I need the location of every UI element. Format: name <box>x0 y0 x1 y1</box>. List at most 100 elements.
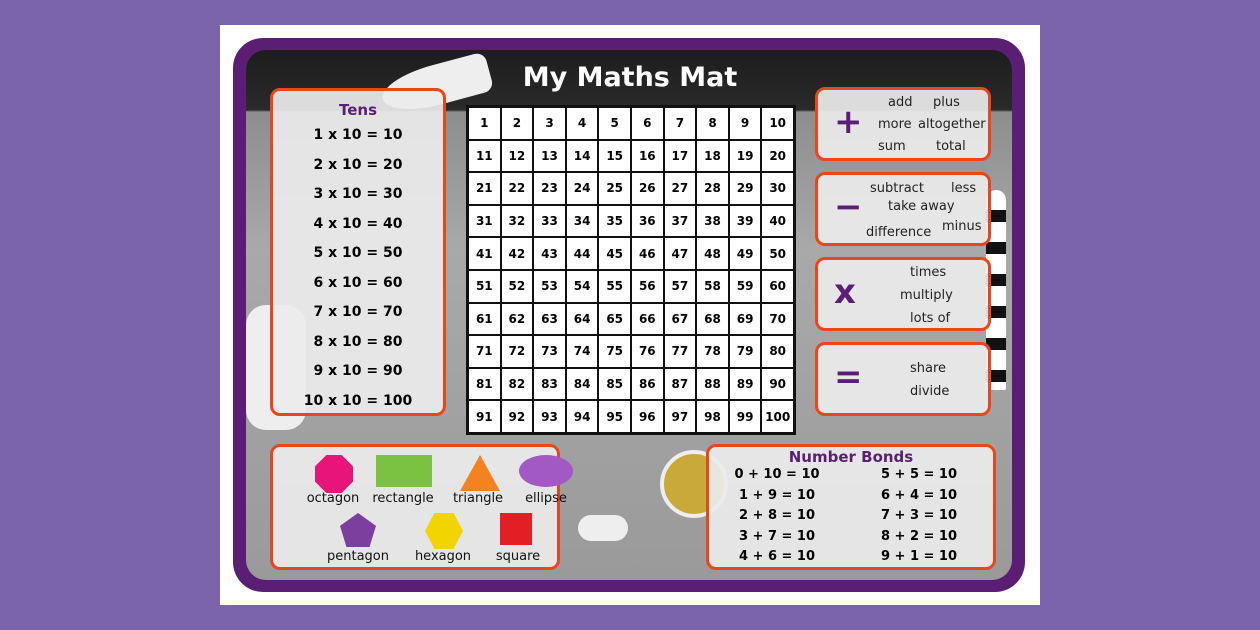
octagon-label: octagon <box>306 491 360 506</box>
grid-cell: 93 <box>533 400 566 433</box>
grid-cell: 35 <box>598 204 631 238</box>
grid-cell: 98 <box>696 400 729 433</box>
number-bond: 2 + 8 = 10 <box>738 508 816 523</box>
grid-cell: 68 <box>696 302 729 336</box>
tens-row: 9 x 10 = 90 <box>313 363 403 379</box>
grid-cell: 22 <box>500 172 534 205</box>
number-bond: 4 + 6 = 10 <box>738 549 816 564</box>
grid-cell: 52 <box>500 269 534 303</box>
grid-cell: 86 <box>630 367 664 401</box>
pentagon-shape <box>340 513 376 547</box>
grid-cell: 75 <box>598 335 631 368</box>
grid-cell: 21 <box>468 172 501 205</box>
rectangle-label: rectangle <box>372 491 434 506</box>
grid-cell: 23 <box>533 172 566 205</box>
grid-cell: 33 <box>533 204 566 238</box>
tens-row: 7 x 10 = 70 <box>313 304 403 320</box>
grid-cell: 85 <box>598 367 631 401</box>
grid-cell: 18 <box>696 139 729 173</box>
plus-symbol: + <box>834 102 863 142</box>
grid-cell: 13 <box>533 139 566 173</box>
grid-cell: 10 <box>761 107 794 140</box>
octagon-shape <box>315 455 353 493</box>
triangle-label: triangle <box>452 491 504 506</box>
tens-row: 10 x 10 = 100 <box>303 392 413 409</box>
grid-cell: 12 <box>500 139 534 173</box>
grid-cell: 66 <box>630 302 664 336</box>
grid-cell: 41 <box>468 237 501 270</box>
hexagon-label: hexagon <box>414 549 472 564</box>
grid-cell: 37 <box>663 204 697 238</box>
tens-row: 2 x 10 = 20 <box>313 156 403 173</box>
grid-cell: 94 <box>565 400 599 433</box>
grid-cell: 77 <box>663 335 697 368</box>
grid-cell: 64 <box>565 302 599 336</box>
page-title: My Maths Mat <box>522 62 738 93</box>
grid-cell: 96 <box>630 400 664 433</box>
grid-cell: 95 <box>598 400 631 433</box>
operation-word: difference <box>866 225 932 240</box>
grid-cell: 69 <box>728 302 762 336</box>
grid-cell: 4 <box>565 107 599 140</box>
hexagon-shape <box>425 513 463 549</box>
grid-cell: 60 <box>761 269 794 303</box>
grid-cell: 48 <box>696 237 729 270</box>
grid-cell: 19 <box>728 139 762 173</box>
grid-cell: 50 <box>761 237 794 270</box>
number-bond: 0 + 10 = 10 <box>734 467 820 482</box>
operation-word: take away <box>888 199 955 214</box>
number-bond: 1 + 9 = 10 <box>738 487 816 503</box>
number-bond: 7 + 3 = 10 <box>880 508 958 523</box>
operation-panel-plus: + add plus more altogether sum total <box>815 87 991 161</box>
grid-cell: 49 <box>728 237 762 270</box>
grid-cell: 84 <box>565 367 599 401</box>
tens-row: 6 x 10 = 60 <box>313 274 403 291</box>
operation-word: divide <box>910 384 950 399</box>
operation-word: subtract <box>870 181 924 196</box>
grid-cell: 11 <box>468 139 501 173</box>
operation-word: more <box>878 117 912 132</box>
grid-cell: 54 <box>565 269 599 303</box>
grid-cell: 40 <box>761 204 794 238</box>
grid-cell: 89 <box>728 367 762 401</box>
grid-cell: 73 <box>533 335 566 368</box>
number-bond: 6 + 4 = 10 <box>880 487 958 503</box>
grid-cell: 29 <box>728 172 762 205</box>
tens-row: 5 x 10 = 50 <box>313 245 403 261</box>
operation-word: less <box>951 181 977 196</box>
grid-cell: 70 <box>761 302 794 336</box>
grid-cell: 55 <box>598 269 631 303</box>
grid-cell: 88 <box>696 367 729 401</box>
grid-cell: 76 <box>630 335 664 368</box>
minus-symbol: − <box>834 187 863 227</box>
grid-cell: 20 <box>761 139 794 173</box>
operation-word: add <box>888 95 913 110</box>
grid-cell: 8 <box>696 107 729 140</box>
grid-cell: 100 <box>761 400 794 433</box>
grid-cell: 44 <box>565 237 599 270</box>
grid-cell: 17 <box>663 139 697 173</box>
grid-cell: 71 <box>468 335 501 368</box>
number-bond: 5 + 5 = 10 <box>880 467 958 482</box>
grid-cell: 61 <box>468 302 501 336</box>
operation-word: multiply <box>900 288 953 303</box>
grid-cell: 56 <box>630 269 664 303</box>
tens-row: 8 x 10 = 80 <box>313 333 403 350</box>
grid-cell: 65 <box>598 302 631 336</box>
grid-cell: 46 <box>630 237 664 270</box>
grid-cell: 97 <box>663 400 697 433</box>
divide-symbol: = <box>834 357 863 397</box>
ellipse-shape <box>519 455 573 487</box>
grid-cell: 27 <box>663 172 697 205</box>
operation-word: lots of <box>910 311 951 326</box>
grid-cell: 15 <box>598 139 631 173</box>
operation-word: minus <box>942 219 982 234</box>
grid-cell: 30 <box>761 172 794 205</box>
shapes-panel: octagon rectangle triangle ellipse pentagon h… <box>270 444 573 570</box>
grid-cell: 24 <box>565 172 599 205</box>
operation-word: share <box>910 361 947 376</box>
grid-cell: 82 <box>500 367 534 401</box>
grid-cell: 62 <box>500 302 534 336</box>
operation-panel-times: x times multiply lots of <box>815 257 991 331</box>
operation-word: times <box>910 265 947 280</box>
